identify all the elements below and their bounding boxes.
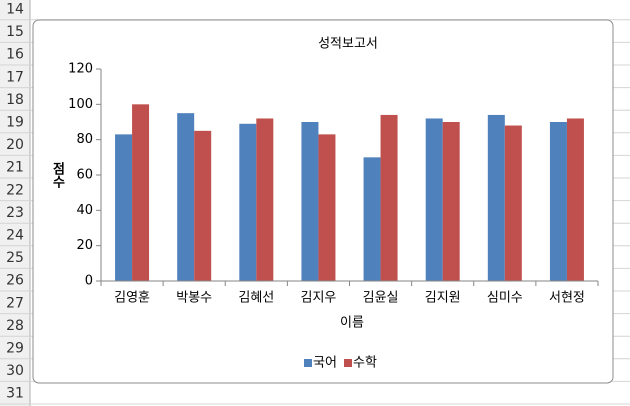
y-tick-label: 80 — [76, 132, 93, 147]
row-number: 27 — [6, 295, 24, 311]
y-tick-label: 40 — [76, 203, 93, 218]
x-tick-label: 김윤실 — [363, 291, 399, 306]
legend-label: 수학 — [353, 356, 377, 371]
y-axis-label: 점수 — [50, 162, 65, 189]
legend-label: 국어 — [313, 356, 337, 371]
bar — [256, 118, 274, 281]
bar — [239, 123, 257, 282]
bar — [177, 113, 195, 282]
bar — [194, 130, 212, 281]
bar — [549, 122, 567, 281]
row-number: 14 — [6, 2, 24, 18]
row-number: 24 — [6, 228, 24, 244]
row-number: 31 — [6, 386, 24, 402]
x-tick-label: 박봉수 — [176, 291, 212, 306]
bar — [380, 114, 398, 281]
x-axis-label: 이름 — [340, 316, 364, 331]
row-number: 20 — [6, 137, 24, 153]
bar — [115, 134, 133, 281]
x-tick-label: 서현정 — [549, 291, 585, 306]
bar — [363, 157, 381, 281]
y-tick-label: 120 — [68, 62, 93, 77]
row-number: 28 — [6, 318, 24, 334]
bar — [566, 118, 584, 281]
row-number: 22 — [6, 182, 24, 198]
row-number: 16 — [6, 47, 24, 63]
bar — [301, 122, 319, 281]
row-number: 25 — [6, 250, 24, 266]
row-number: 29 — [6, 341, 24, 357]
row-number: 23 — [6, 205, 24, 221]
chart-title: 성적보고서 — [318, 37, 378, 52]
bar — [487, 114, 505, 281]
x-tick-label: 심미수 — [487, 291, 523, 306]
x-tick-label: 김영훈 — [114, 291, 150, 306]
bar — [425, 118, 443, 281]
row-number: 26 — [6, 273, 24, 289]
row-number: 17 — [6, 69, 24, 85]
row-number: 21 — [6, 160, 24, 176]
x-tick-label: 김혜선 — [238, 291, 274, 306]
y-tick-label: 100 — [68, 97, 93, 112]
row-number: 19 — [6, 115, 24, 131]
row-number: 15 — [6, 24, 24, 40]
bar — [318, 134, 336, 281]
legend-swatch — [304, 359, 312, 367]
plot: 0 20 40 60 80 100 120 김영훈 박봉수 김혜선 김지우 김윤실 김지원 심미수 서현정국… — [68, 62, 599, 371]
row-number: 30 — [6, 363, 24, 379]
x-tick-label: 김지원 — [425, 291, 461, 306]
bar — [132, 104, 150, 281]
y-tick-label: 20 — [76, 238, 93, 253]
y-tick-label: 0 — [85, 274, 93, 289]
x-tick-label: 김지우 — [300, 291, 336, 306]
row-number: 18 — [6, 92, 24, 108]
bar — [442, 122, 460, 281]
bar — [504, 125, 522, 282]
row-header — [0, 0, 30, 406]
y-tick-label: 60 — [76, 168, 93, 183]
legend-swatch — [344, 359, 352, 367]
